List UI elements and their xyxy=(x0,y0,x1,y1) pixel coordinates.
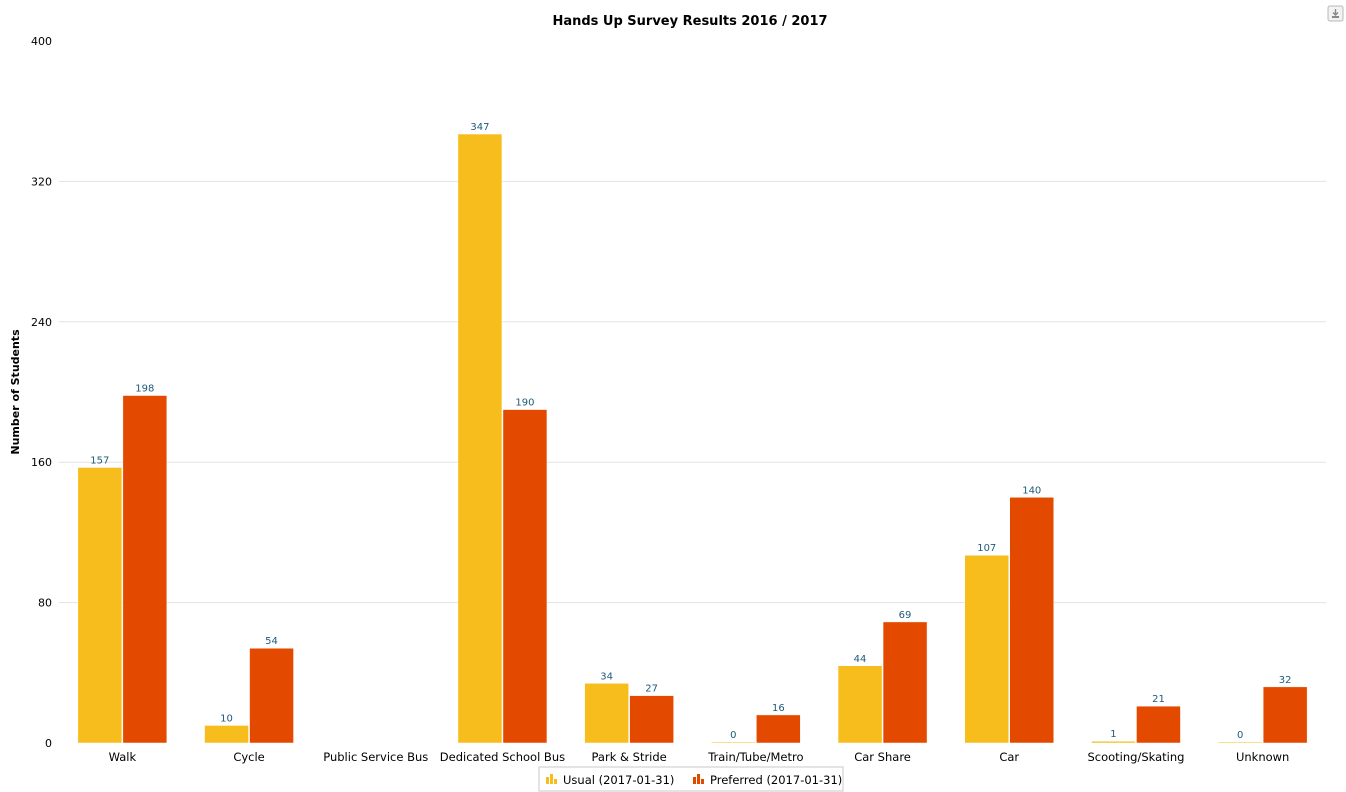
x-tick-label: Dedicated School Bus xyxy=(440,750,565,764)
x-tick-label: Walk xyxy=(109,750,137,764)
bar xyxy=(77,467,123,744)
x-tick-label: Park & Stride xyxy=(592,750,667,764)
bar xyxy=(1091,740,1136,744)
legend: Usual (2017-01-31) Preferred (2017-01-31) xyxy=(538,766,844,792)
legend-box xyxy=(538,766,844,792)
bar xyxy=(1217,741,1263,744)
legend-item[interactable]: Preferred (2017-01-31) xyxy=(693,773,842,787)
x-tick-label: Car xyxy=(999,750,1019,764)
data-label: 0 xyxy=(730,730,736,741)
legend-swatch xyxy=(701,779,704,784)
legend-swatch xyxy=(546,777,549,784)
chart-title: Hands Up Survey Results 2016 / 2017 xyxy=(552,14,827,29)
x-tick-label: Car Share xyxy=(854,750,911,764)
bar xyxy=(1262,686,1308,744)
x-tick-label: Unknown xyxy=(1236,750,1289,764)
legend-swatch xyxy=(697,774,700,784)
data-labels: 157 198 10 54 347 190 34 27 0 16 44 69 107 140 1 21 0 32 xyxy=(90,122,1291,741)
y-tick-label: 320 xyxy=(31,175,52,188)
legend-swatch xyxy=(550,774,553,784)
data-label: 54 xyxy=(265,636,278,647)
y-tick-label: 160 xyxy=(31,456,52,469)
data-label: 157 xyxy=(90,455,109,466)
legend-swatch xyxy=(554,779,557,784)
bar xyxy=(837,665,883,744)
data-label: 10 xyxy=(220,713,233,724)
bar xyxy=(711,741,756,744)
bars xyxy=(77,133,1308,744)
x-tick-label: Scooting/Skating xyxy=(1087,750,1184,764)
legend-item[interactable]: Usual (2017-01-31) xyxy=(546,773,674,787)
data-label: 1 xyxy=(1110,729,1116,740)
data-label: 34 xyxy=(600,671,613,682)
data-label: 198 xyxy=(135,384,154,395)
gridlines xyxy=(59,180,1326,604)
legend-label: Preferred (2017-01-31) xyxy=(710,773,842,787)
bar xyxy=(457,133,503,744)
y-tick-label: 0 xyxy=(45,737,52,750)
bar xyxy=(122,395,168,744)
bar xyxy=(204,725,249,744)
data-label: 27 xyxy=(645,684,658,695)
data-label: 190 xyxy=(515,398,534,409)
legend-swatch xyxy=(693,777,696,784)
x-tick-label: Train/Tube/Metro xyxy=(707,750,803,764)
bar xyxy=(882,621,928,744)
data-label: 107 xyxy=(977,543,996,554)
data-label: 69 xyxy=(899,610,912,621)
y-tick-label: 80 xyxy=(38,597,52,610)
x-tick-label: Cycle xyxy=(233,750,264,764)
data-label: 140 xyxy=(1022,485,1041,496)
legend-label: Usual (2017-01-31) xyxy=(563,773,674,787)
data-label: 347 xyxy=(470,122,489,133)
data-label: 32 xyxy=(1279,675,1292,686)
y-tick-label: 240 xyxy=(31,316,52,329)
bar xyxy=(756,714,801,744)
data-label: 0 xyxy=(1237,730,1243,741)
bar xyxy=(249,647,294,744)
data-label: 44 xyxy=(854,654,867,665)
download-icon[interactable] xyxy=(1327,5,1344,22)
x-tick-label: Public Service Bus xyxy=(323,750,428,764)
bar xyxy=(1136,705,1181,744)
bar xyxy=(964,554,1009,744)
bar xyxy=(502,409,548,744)
x-axis-ticks: Walk Cycle Public Service Bus Dedicated Sch… xyxy=(109,750,1290,764)
bar xyxy=(584,683,629,744)
y-axis-ticks: 0 80 160 240 320 400 xyxy=(31,35,52,750)
data-label: 21 xyxy=(1152,694,1165,705)
y-tick-label: 400 xyxy=(31,35,52,48)
bar xyxy=(629,695,674,744)
data-label: 16 xyxy=(772,703,785,714)
y-axis-label: Number of Students xyxy=(9,329,22,455)
bar xyxy=(1009,497,1054,744)
